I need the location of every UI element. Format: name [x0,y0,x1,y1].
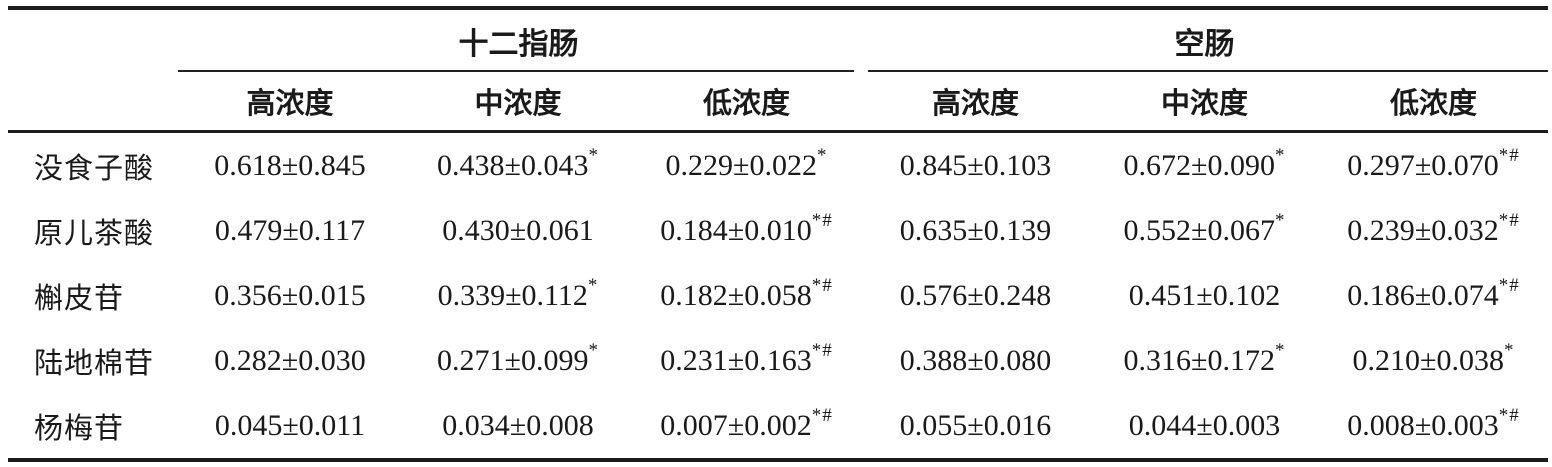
value-cell: 0.231±0.163*# [632,328,861,393]
value-cell: 0.184±0.010*# [632,198,861,263]
measurement-value: 0.618±0.845 [214,148,366,182]
significance-marker: *# [811,404,833,426]
value-cell: 0.339±0.112* [404,263,632,328]
measurement-value: 0.186±0.074 [1347,278,1499,312]
significance-marker: *# [1498,209,1520,231]
significance-marker: * [1274,209,1286,231]
significance-marker: *# [811,339,833,361]
significance-marker: *# [811,274,833,296]
significance-marker: * [1274,144,1286,166]
measurement-value: 0.007±0.002 [660,408,812,442]
row-label: 杨梅苷 [34,412,125,445]
value-cell: 0.034±0.008 [404,393,632,460]
measurement-value: 0.044±0.003 [1128,408,1281,442]
value-cell: 0.297±0.070*# [1319,132,1548,199]
measurement-value: 0.356±0.015 [214,278,366,312]
measurement-value: 0.388±0.080 [899,343,1052,377]
value-cell: 0.438±0.043* [404,132,632,199]
significance-marker: *# [811,209,833,231]
measurement-value: 0.271±0.099 [437,343,589,377]
measurement-value: 0.184±0.010 [660,213,812,247]
measurement-value: 0.034±0.008 [442,408,594,442]
measurement-value: 0.045±0.011 [214,408,366,442]
measurement-value: 0.008±0.003 [1347,408,1499,442]
value-cell: 0.430±0.061 [404,198,632,263]
significance-marker: *# [1498,274,1520,296]
measurement-value: 0.231±0.163 [660,343,812,377]
measurement-value: 0.438±0.043 [437,148,589,182]
group-header-row: 十二指肠 空肠 [8,8,1548,133]
value-cell: 0.045±0.011 [176,393,404,460]
subheader-jejunum-high: 高浓度 [861,72,1090,133]
value-cell: 0.182±0.058*# [632,263,861,328]
value-cell: 0.186±0.074*# [1319,263,1548,328]
measurement-value: 0.479±0.117 [214,213,366,247]
measurement-value: 0.297±0.070 [1347,148,1499,182]
measurement-value: 0.229±0.022 [665,148,817,182]
measurement-value: 0.635±0.139 [899,213,1052,247]
measurement-value: 0.576±0.248 [899,278,1052,312]
value-cell: 0.479±0.117 [176,198,404,263]
value-cell: 0.316±0.172* [1090,328,1319,393]
group-header-duodenum: 十二指肠 [176,8,861,72]
measurement-value: 0.239±0.032 [1347,213,1499,247]
results-table: 十二指肠 空肠 高浓度 中浓度 低浓度 高浓度 中浓度 低浓度 没食子酸 0.6… [8,6,1548,462]
value-cell: 0.451±0.102 [1090,263,1319,328]
value-cell: 0.576±0.248 [861,263,1090,328]
group-header-jejunum: 空肠 [861,8,1548,72]
measurement-value: 0.210±0.038 [1352,343,1504,377]
value-cell: 0.055±0.016 [861,393,1090,460]
table-row: 陆地棉苷 0.282±0.030 0.271±0.099* 0.231±0.16… [8,328,1548,393]
value-cell: 0.356±0.015 [176,263,404,328]
subheader-jejunum-low: 低浓度 [1319,72,1548,133]
value-cell: 0.210±0.038* [1319,328,1548,393]
subheader-duodenum-low: 低浓度 [632,72,861,133]
significance-marker: * [1503,339,1515,361]
measurement-value: 0.430±0.061 [442,213,594,247]
significance-marker: * [588,144,599,166]
subheader-duodenum-high: 高浓度 [176,72,404,133]
significance-marker: * [1274,339,1286,361]
measurement-value: 0.282±0.030 [214,343,366,377]
significance-marker: * [588,339,599,361]
significance-marker: * [816,144,828,166]
row-label: 陆地棉苷 [34,347,155,380]
subheader-duodenum-mid: 中浓度 [404,72,632,133]
table-row: 槲皮苷 0.356±0.015 0.339±0.112* 0.182±0.058… [8,263,1548,328]
value-cell: 0.044±0.003 [1090,393,1319,460]
table-row: 原儿茶酸 0.479±0.117 0.430±0.061 0.184±0.010… [8,198,1548,263]
row-label: 原儿茶酸 [34,217,155,250]
value-cell: 0.845±0.103 [861,132,1090,199]
value-cell: 0.271±0.099* [404,328,632,393]
value-cell: 0.008±0.003*# [1319,393,1548,460]
value-cell: 0.239±0.032*# [1319,198,1548,263]
significance-marker: * [587,274,599,296]
value-cell: 0.635±0.139 [861,198,1090,263]
value-cell: 0.552±0.067* [1090,198,1319,263]
measurement-value: 0.182±0.058 [660,278,812,312]
significance-marker: *# [1498,144,1520,166]
row-label: 槲皮苷 [34,282,125,315]
measurement-value: 0.451±0.102 [1128,278,1281,312]
table-row: 没食子酸 0.618±0.845 0.438±0.043* 0.229±0.02… [8,132,1548,199]
row-label: 没食子酸 [34,152,155,185]
value-cell: 0.229±0.022* [632,132,861,199]
value-cell: 0.282±0.030 [176,328,404,393]
measurement-value: 0.339±0.112 [437,278,588,312]
measurement-value: 0.316±0.172 [1123,343,1275,377]
measurement-value: 0.845±0.103 [899,148,1052,182]
measurement-value: 0.552±0.067 [1123,213,1275,247]
value-cell: 0.007±0.002*# [632,393,861,460]
subheader-row: 高浓度 中浓度 低浓度 高浓度 中浓度 低浓度 [8,72,1548,133]
value-cell: 0.672±0.090* [1090,132,1319,199]
measurement-value: 0.055±0.016 [899,408,1052,442]
corner-cell [8,8,176,133]
significance-marker: *# [1498,404,1520,426]
measurement-value: 0.672±0.090 [1123,148,1275,182]
value-cell: 0.388±0.080 [861,328,1090,393]
table-row: 杨梅苷 0.045±0.011 0.034±0.008 0.007±0.002*… [8,393,1548,460]
subheader-jejunum-mid: 中浓度 [1090,72,1319,133]
value-cell: 0.618±0.845 [176,132,404,199]
